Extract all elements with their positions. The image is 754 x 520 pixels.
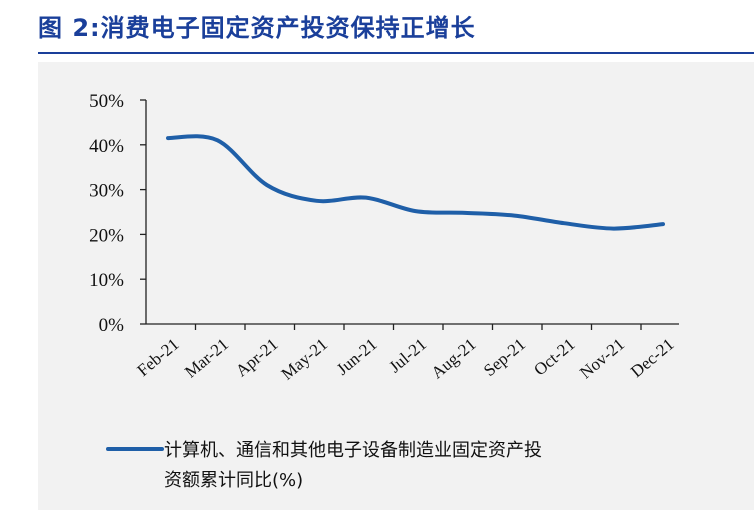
x-tick-label: Dec-21 xyxy=(627,335,678,382)
x-tick-label: Nov-21 xyxy=(576,335,628,383)
legend: 计算机、通信和其他电子设备制造业固定资产投资额累计同比(%) xyxy=(106,440,542,491)
x-tick-label: Mar-21 xyxy=(181,335,232,382)
legend-label-line: 计算机、通信和其他电子设备制造业固定资产投 xyxy=(164,440,542,461)
y-tick-label: 20% xyxy=(89,225,124,246)
series-group xyxy=(166,134,665,231)
y-axis-ticks: 0% 10% 20% 30% 40% 50% xyxy=(89,91,146,336)
y-tick-label: 10% xyxy=(89,270,124,291)
x-tick-label: Oct-21 xyxy=(530,335,578,380)
title-underline xyxy=(38,52,754,54)
y-tick-label: 50% xyxy=(89,91,124,112)
x-tick-label: May-21 xyxy=(278,335,331,384)
chart-panel: 0% 10% 20% 30% 40% 50% Feb-21 Mar-21 Apr-21 May-… xyxy=(38,62,754,510)
figure-title: 图 2:消费电子固定资产投资保持正增长 xyxy=(38,14,476,42)
y-tick-label: 0% xyxy=(99,315,125,336)
x-tick-label: Aug-21 xyxy=(428,335,480,383)
x-tick-label: Feb-21 xyxy=(133,335,182,381)
y-tick-label: 30% xyxy=(89,181,124,202)
x-tick-label: Jun-21 xyxy=(333,335,381,379)
x-tick-label: Apr-21 xyxy=(232,335,282,381)
legend-label: 计算机、通信和其他电子设备制造业固定资产投资额累计同比(%) xyxy=(164,440,542,491)
x-tick-label: Sep-21 xyxy=(480,335,529,381)
legend-label-line: 资额累计同比(%) xyxy=(164,470,303,491)
x-tick-label: Jul-21 xyxy=(385,335,430,377)
y-tick-label: 40% xyxy=(89,136,124,157)
series-line xyxy=(166,134,665,231)
